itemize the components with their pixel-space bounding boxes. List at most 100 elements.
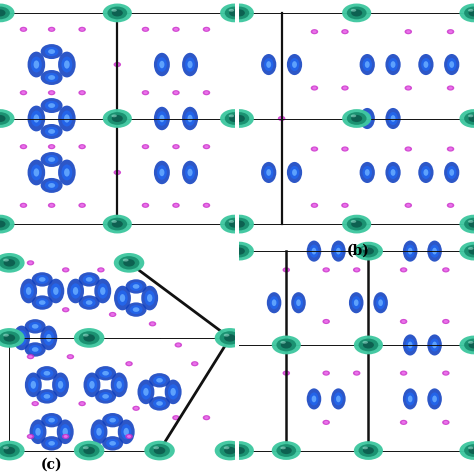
Ellipse shape: [29, 322, 42, 331]
Ellipse shape: [324, 320, 328, 323]
Ellipse shape: [103, 3, 132, 22]
Ellipse shape: [149, 373, 170, 387]
Ellipse shape: [79, 272, 100, 287]
Ellipse shape: [229, 444, 249, 457]
Ellipse shape: [400, 371, 407, 376]
Ellipse shape: [432, 395, 437, 402]
Ellipse shape: [99, 392, 112, 401]
Ellipse shape: [272, 300, 276, 306]
Ellipse shape: [36, 298, 49, 307]
Ellipse shape: [64, 309, 68, 311]
Ellipse shape: [233, 247, 239, 250]
Ellipse shape: [171, 388, 176, 396]
Ellipse shape: [121, 424, 131, 439]
Ellipse shape: [355, 268, 359, 271]
Ellipse shape: [109, 312, 117, 317]
Ellipse shape: [406, 147, 410, 150]
Ellipse shape: [272, 441, 301, 460]
Ellipse shape: [21, 145, 26, 148]
Ellipse shape: [447, 29, 454, 34]
Ellipse shape: [44, 330, 54, 346]
Ellipse shape: [98, 283, 108, 299]
Ellipse shape: [272, 336, 301, 355]
Ellipse shape: [62, 267, 70, 273]
Ellipse shape: [404, 85, 412, 91]
Ellipse shape: [430, 245, 439, 258]
Ellipse shape: [312, 204, 317, 207]
Ellipse shape: [50, 204, 54, 207]
Ellipse shape: [468, 9, 474, 12]
Ellipse shape: [142, 144, 149, 149]
Ellipse shape: [468, 341, 474, 348]
Ellipse shape: [3, 447, 9, 449]
Ellipse shape: [224, 447, 229, 449]
Ellipse shape: [89, 381, 95, 389]
Ellipse shape: [341, 203, 349, 208]
Ellipse shape: [292, 61, 297, 68]
Ellipse shape: [34, 168, 39, 177]
Ellipse shape: [447, 203, 454, 208]
Ellipse shape: [111, 373, 128, 397]
Ellipse shape: [99, 268, 103, 271]
Ellipse shape: [112, 9, 123, 17]
Ellipse shape: [154, 161, 170, 184]
Ellipse shape: [354, 300, 358, 306]
Ellipse shape: [129, 305, 143, 314]
Ellipse shape: [0, 9, 6, 17]
Ellipse shape: [234, 447, 245, 454]
Ellipse shape: [32, 295, 53, 310]
Ellipse shape: [468, 220, 474, 228]
Ellipse shape: [406, 87, 410, 90]
Ellipse shape: [322, 267, 330, 273]
Ellipse shape: [3, 259, 9, 262]
Ellipse shape: [448, 30, 453, 33]
Ellipse shape: [114, 377, 125, 392]
Ellipse shape: [20, 144, 27, 149]
Ellipse shape: [444, 162, 459, 183]
Ellipse shape: [266, 169, 271, 176]
Ellipse shape: [347, 7, 366, 19]
Ellipse shape: [96, 428, 102, 436]
Ellipse shape: [64, 114, 70, 123]
Ellipse shape: [225, 7, 245, 19]
Ellipse shape: [48, 49, 55, 54]
Ellipse shape: [168, 384, 178, 400]
Ellipse shape: [427, 334, 442, 356]
Ellipse shape: [159, 169, 164, 176]
Ellipse shape: [234, 9, 245, 17]
Ellipse shape: [204, 145, 209, 148]
Ellipse shape: [280, 117, 283, 120]
Ellipse shape: [219, 331, 240, 345]
Ellipse shape: [94, 424, 104, 439]
Ellipse shape: [447, 166, 456, 179]
Ellipse shape: [228, 114, 234, 117]
Ellipse shape: [78, 90, 86, 95]
Ellipse shape: [27, 160, 45, 185]
Ellipse shape: [468, 115, 474, 122]
Ellipse shape: [108, 218, 127, 230]
Ellipse shape: [0, 115, 6, 122]
Ellipse shape: [31, 381, 36, 389]
Ellipse shape: [290, 166, 299, 179]
Ellipse shape: [34, 60, 39, 69]
Ellipse shape: [114, 170, 121, 175]
Ellipse shape: [4, 447, 15, 454]
Ellipse shape: [114, 253, 144, 273]
Ellipse shape: [220, 109, 249, 128]
Ellipse shape: [102, 436, 123, 450]
Ellipse shape: [280, 447, 286, 449]
Ellipse shape: [63, 428, 68, 436]
Ellipse shape: [233, 9, 239, 12]
Ellipse shape: [62, 164, 73, 181]
Ellipse shape: [365, 115, 370, 122]
Ellipse shape: [408, 248, 412, 255]
Ellipse shape: [83, 447, 89, 449]
Ellipse shape: [203, 27, 210, 32]
Ellipse shape: [358, 444, 378, 457]
Ellipse shape: [83, 447, 95, 454]
Ellipse shape: [363, 447, 374, 454]
Ellipse shape: [120, 294, 125, 302]
Ellipse shape: [20, 90, 27, 95]
Ellipse shape: [331, 240, 346, 262]
Ellipse shape: [280, 341, 286, 344]
